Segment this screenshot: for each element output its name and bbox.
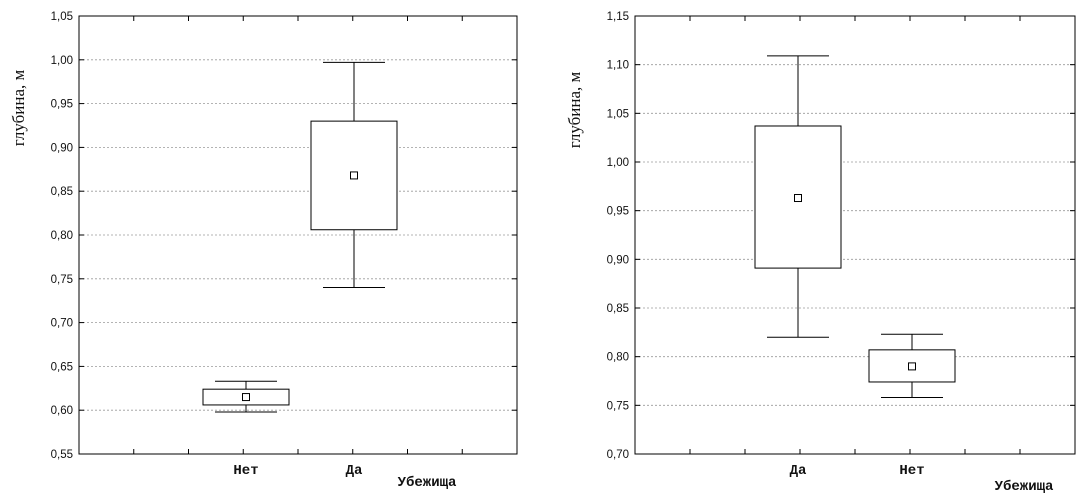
left-y-tick-label: 0,60 [51,405,73,417]
right-box-1 [754,55,842,338]
mean-marker [794,194,802,203]
left-y-tick-label: 1,05 [51,11,73,23]
right-y-axis-title: глубина, м [565,72,584,149]
right-y-tick-label: 0,70 [607,449,629,461]
right-y-tick-label: 1,10 [607,60,629,72]
left-y-axis-title: глубина, м [9,70,28,147]
left-box-1 [202,380,290,413]
left-plot-frame [78,15,518,455]
left-y-tick-label: 0,90 [51,142,73,154]
left-y-tick-label: 0,70 [51,318,73,330]
left-box-2 [310,61,398,289]
right-y-tick-label: 0,95 [607,206,629,218]
left-y-tick-label: 1,00 [51,55,73,67]
right-y-tick-label: 1,00 [607,157,629,169]
mean-marker [242,393,250,402]
left-y-tick-label: 0,95 [51,99,73,111]
right-y-tick-label: 0,75 [607,400,629,412]
right-plot-frame [634,15,1076,455]
right-y-tick-label: 0,80 [607,352,629,364]
chart-right: глубина, м Убежища 0,70 0,75 0,80 0,85 0,90 0… [565,11,1076,495]
right-y-tick-label: 0,85 [607,303,629,315]
left-y-tick-label: 0,65 [51,361,73,373]
right-y-tick-label: 1,15 [607,11,629,23]
right-y-tick-label: 1,05 [607,108,629,120]
left-y-tick-label: 0,80 [51,230,73,242]
left-y-tick-label: 0,55 [51,449,73,461]
chart-left: глубина, м Убежища 0,55 0,60 0,65 0,70 0,75 0… [9,11,518,491]
left-x-axis-title: Убежища [398,475,457,491]
right-y-tick-label: 0,90 [607,254,629,266]
left-y-tick-label: 0,75 [51,274,73,286]
left-y-tick-label: 0,85 [51,186,73,198]
right-category-label: Да [790,463,807,479]
right-category-label: Нет [899,463,924,479]
right-box-2 [868,333,956,399]
right-x-axis-title: Убежища [995,479,1054,495]
mean-marker [908,362,916,371]
left-category-label: Нет [233,463,258,479]
mean-marker [350,171,358,180]
left-category-label: Да [346,463,363,479]
